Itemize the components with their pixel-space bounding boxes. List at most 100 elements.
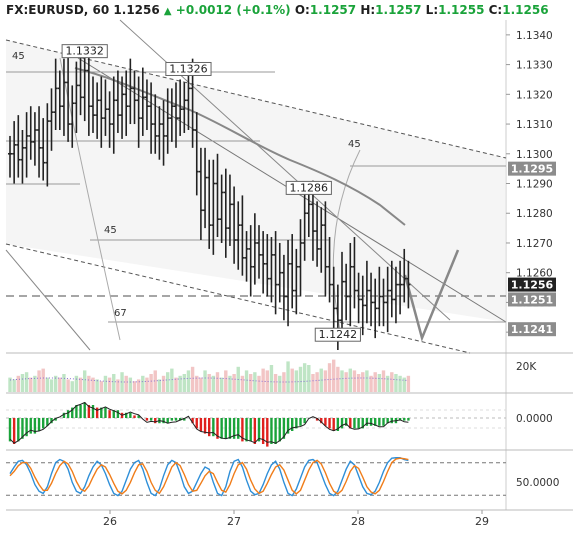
volume-bar	[211, 375, 216, 392]
candle	[124, 70, 129, 136]
volume-bar	[402, 377, 406, 392]
candle	[24, 112, 29, 178]
candle	[290, 234, 295, 309]
volume-bar	[70, 381, 74, 392]
volume-bar	[195, 375, 199, 392]
volume-bar	[107, 377, 112, 392]
candle	[356, 272, 361, 324]
volume-bar	[377, 374, 382, 392]
candle	[136, 76, 141, 148]
stoch-d-line	[9, 457, 409, 495]
candle	[8, 135, 12, 178]
volume-bar	[174, 377, 178, 392]
volume-bar	[298, 366, 303, 392]
volume-pane: 20K	[8, 359, 537, 392]
volume-bar	[385, 375, 390, 392]
price-label-box	[508, 277, 556, 292]
candle	[86, 46, 91, 136]
y-tick-label: 1.1290	[516, 179, 553, 191]
candle	[348, 242, 353, 327]
candle	[240, 195, 245, 276]
volume-bar	[369, 375, 373, 392]
volume-bar	[278, 375, 282, 392]
y-tick-label: 1.1280	[516, 208, 553, 220]
candle	[61, 58, 66, 136]
candle	[281, 254, 286, 321]
candle	[157, 106, 162, 160]
volume-bar	[311, 374, 315, 392]
volume-bar	[145, 377, 149, 392]
candle	[219, 174, 224, 243]
volume-bar	[128, 377, 133, 392]
annotation-label: 1.1286	[290, 181, 329, 194]
candle	[344, 263, 349, 321]
high-value: 1.1257	[375, 3, 422, 17]
candle	[53, 58, 58, 130]
angle-label: 45	[348, 139, 361, 150]
y-tick-label: 1.1310	[516, 119, 553, 131]
stochastic-pane: 50.0000	[6, 457, 559, 497]
y-tick-label: 1.1330	[516, 60, 553, 72]
volume-bar	[186, 370, 191, 392]
time-axis: 26 27 28 29	[103, 510, 489, 528]
candle	[244, 231, 249, 282]
volume-bar	[365, 370, 369, 392]
volume-bar	[190, 366, 195, 392]
stoch-k-line	[9, 457, 409, 497]
volume-bar	[166, 372, 170, 392]
volume-bar	[394, 374, 398, 392]
volume-bar	[381, 370, 386, 392]
candle	[45, 103, 50, 187]
candle	[286, 240, 291, 327]
macd-tick-label: 0.0000	[516, 413, 553, 425]
candle	[265, 234, 270, 297]
candle	[144, 79, 149, 130]
candle	[261, 231, 266, 294]
candle	[236, 201, 241, 270]
volume-bar	[352, 370, 357, 392]
x-tick-label: 27	[227, 515, 241, 528]
symbol-header: FX:EURUSD, 60 1.1256 ▲ +0.0012 (+0.1%) O…	[6, 3, 549, 17]
high-label: H:	[360, 3, 376, 17]
candle	[385, 266, 390, 333]
annotation-box	[285, 180, 332, 195]
low-label: L:	[425, 3, 439, 17]
volume-bar	[12, 379, 16, 392]
volume-bar	[16, 375, 20, 392]
volume-bar	[153, 370, 157, 392]
last-price: 1.1256	[113, 3, 160, 17]
volume-tick-label: 20K	[516, 361, 537, 373]
volume-bar	[62, 374, 66, 392]
volume-bar	[161, 375, 166, 392]
volume-bar	[49, 379, 54, 392]
volume-bar	[116, 379, 120, 392]
volume-bar	[294, 370, 299, 392]
candle	[174, 82, 178, 148]
volume-bar	[95, 379, 99, 392]
volume-bar	[120, 372, 124, 392]
volume-bar	[203, 370, 207, 392]
channel-lower	[5, 243, 471, 354]
volume-bar	[178, 375, 182, 392]
volume-bar	[398, 375, 402, 392]
candle	[232, 186, 237, 264]
candle	[99, 76, 104, 148]
candle	[211, 159, 216, 255]
volume-bar	[228, 375, 232, 392]
volume-bar	[170, 368, 174, 392]
candle	[20, 130, 25, 184]
volume-bar	[356, 374, 361, 392]
candle	[302, 183, 307, 261]
candle	[331, 266, 336, 333]
x-tick-label: 26	[103, 515, 117, 528]
volume-bar	[132, 381, 137, 392]
candle	[381, 278, 386, 327]
volume-bar	[41, 368, 45, 392]
candle	[360, 275, 365, 336]
volume-bar	[253, 372, 257, 392]
volume-bar	[37, 370, 41, 392]
candle	[406, 260, 411, 309]
candle	[398, 260, 403, 315]
annotation-box	[165, 61, 212, 76]
